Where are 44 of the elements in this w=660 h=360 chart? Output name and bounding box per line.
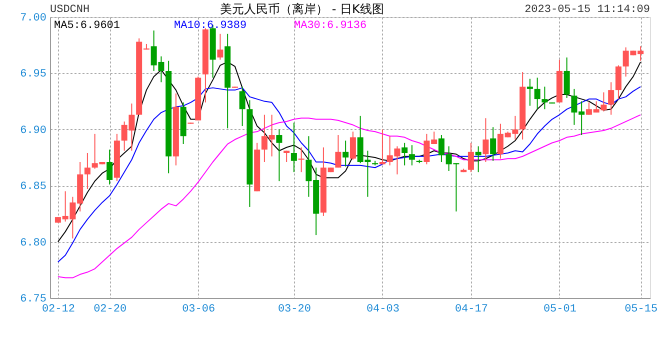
candlestick	[408, 144, 415, 166]
candlestick	[217, 33, 224, 60]
candlestick	[276, 128, 282, 182]
candlestick	[350, 131, 356, 160]
candlestick	[534, 77, 540, 110]
text: USDCNH	[50, 4, 90, 16]
candlestick	[475, 146, 482, 173]
text: MA30:6.9136	[294, 20, 367, 32]
line-series	[57, 114, 642, 278]
candlestick	[335, 134, 342, 168]
text: MA10:6.9389	[174, 20, 247, 32]
x-tick-label: 03-06	[182, 304, 216, 316]
y-tick-label: 6.75	[20, 294, 46, 306]
candlestick	[615, 64, 622, 100]
candlestick	[342, 140, 349, 167]
candlestick	[468, 142, 474, 173]
line-series	[57, 86, 642, 263]
candlestick	[482, 118, 489, 162]
candlestick	[290, 122, 297, 173]
candlestick	[526, 78, 533, 106]
y-tick-label: 6.80	[20, 237, 46, 250]
text: MA5:6.9601	[54, 20, 120, 32]
candlestick	[608, 82, 614, 116]
x-tick-label: 04-17	[454, 304, 488, 316]
x-tick-label: 04-03	[366, 304, 400, 316]
x-tick-label: 03-20	[278, 304, 311, 316]
x-tick-label: 05-15	[624, 304, 658, 316]
y-tick-label: 6.95	[20, 68, 46, 81]
text: 2023-05-15 11:14:09	[524, 4, 650, 16]
y-tick-label: 6.85	[20, 181, 46, 194]
x-tick-label: 02-20	[94, 304, 127, 316]
candlestick	[490, 126, 496, 162]
candlestick	[402, 142, 408, 166]
candlestick	[239, 86, 246, 127]
candlestick	[564, 56, 570, 98]
candlestick	[106, 149, 113, 185]
line-series	[57, 61, 642, 242]
y-tick-label: 7.00	[20, 12, 46, 24]
chart-title: 美元人民币（离岸） - 日K线图	[220, 2, 384, 16]
x-tick-label: 05-01	[543, 304, 577, 316]
candlestick	[542, 86, 548, 110]
candlestick	[84, 152, 90, 190]
x-tick-label: 02-12	[42, 304, 75, 316]
y-tick-label: 6.90	[20, 124, 46, 137]
